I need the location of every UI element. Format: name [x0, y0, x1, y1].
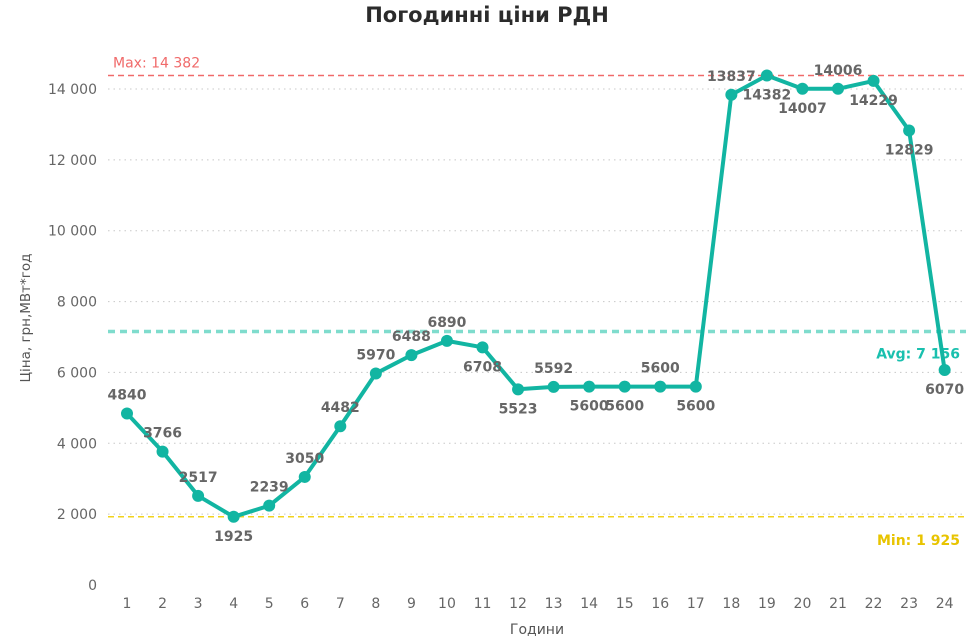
data-point[interactable] [192, 489, 205, 502]
x-tick-label: 23 [900, 596, 918, 612]
avg-reference-label: Avg: 7 156 [876, 346, 960, 362]
data-label: 13837 [707, 69, 756, 85]
data-point[interactable] [263, 499, 276, 512]
x-tick-label: 19 [758, 596, 776, 612]
data-label: 6708 [463, 359, 502, 375]
x-tick-label: 20 [794, 596, 812, 612]
data-label: 4840 [108, 388, 147, 404]
data-label: 14007 [778, 101, 827, 117]
data-label: 12829 [885, 142, 934, 158]
data-point[interactable] [938, 363, 951, 376]
x-tick-label: 14 [580, 596, 598, 612]
data-point[interactable] [796, 82, 809, 95]
data-label: 5592 [534, 361, 573, 377]
data-label: 2517 [179, 470, 218, 486]
data-label: 14006 [814, 63, 863, 79]
data-label: 3766 [143, 426, 182, 442]
max-reference-label: Max: 14 382 [113, 55, 200, 71]
x-tick-label: 2 [158, 596, 167, 612]
x-tick-label: 1 [123, 596, 132, 612]
data-point[interactable] [654, 380, 667, 393]
data-point[interactable] [903, 124, 916, 137]
data-label: 6890 [427, 315, 466, 331]
x-tick-label: 13 [545, 596, 563, 612]
chart-title: Погодинні ціни РДН [365, 3, 609, 27]
data-point[interactable] [512, 383, 525, 396]
data-label: 6070 [925, 382, 964, 398]
data-label: 5600 [676, 399, 715, 415]
series-line [125, 73, 947, 519]
x-axis-title: Години [510, 622, 564, 638]
x-tick-label: 3 [194, 596, 203, 612]
data-label: 2239 [250, 480, 289, 496]
x-tick-label: 24 [936, 596, 954, 612]
x-tick-label: 12 [509, 596, 527, 612]
data-point[interactable] [725, 88, 738, 101]
y-tick-label: 8 000 [57, 295, 97, 311]
data-label: 3050 [285, 451, 324, 467]
data-point[interactable] [583, 380, 596, 393]
x-tick-label: 9 [407, 596, 416, 612]
data-label: 5970 [356, 347, 395, 363]
data-label: 1925 [214, 529, 253, 545]
data-point[interactable] [298, 470, 311, 483]
y-tick-label: 0 [88, 578, 97, 594]
data-point[interactable] [227, 510, 240, 523]
y-tick-label: 4 000 [57, 436, 97, 452]
data-point[interactable] [440, 334, 453, 347]
data-label: 5600 [641, 361, 680, 377]
x-tick-label: 5 [265, 596, 274, 612]
x-tick-label: 11 [474, 596, 492, 612]
data-label: 5600 [570, 399, 609, 415]
data-point[interactable] [156, 445, 169, 458]
data-point[interactable] [369, 367, 382, 380]
x-tick-label: 10 [438, 596, 456, 612]
x-tick-label: 21 [829, 596, 847, 612]
x-tick-label: 4 [229, 596, 238, 612]
data-label: 14229 [849, 93, 898, 109]
data-point[interactable] [334, 420, 347, 433]
y-tick-label: 10 000 [48, 224, 97, 240]
y-tick-label: 14 000 [48, 82, 97, 98]
y-tick-label: 6 000 [57, 365, 97, 381]
x-tick-label: 7 [336, 596, 345, 612]
x-tick-label: 18 [722, 596, 740, 612]
data-label: 6488 [392, 329, 431, 345]
data-point[interactable] [405, 349, 418, 362]
x-tick-label: 15 [616, 596, 634, 612]
x-tick-label: 22 [865, 596, 883, 612]
data-label: 5600 [605, 399, 644, 415]
x-tick-label: 8 [371, 596, 380, 612]
data-point[interactable] [832, 82, 844, 95]
data-point[interactable] [867, 74, 880, 87]
data-point[interactable] [760, 69, 773, 82]
min-reference-label: Min: 1 925 [877, 533, 960, 549]
data-point[interactable] [476, 341, 489, 354]
y-axis-title: Ціна, грн,МВт*год [18, 254, 34, 383]
data-point[interactable] [689, 380, 702, 393]
y-tick-label: 2 000 [57, 507, 97, 523]
data-label: 14382 [743, 87, 792, 103]
data-point[interactable] [547, 380, 560, 393]
y-tick-label: 12 000 [48, 153, 97, 169]
data-point[interactable] [121, 407, 133, 420]
data-point[interactable] [618, 380, 631, 393]
x-tick-label: 16 [651, 596, 669, 612]
x-tick-label: 6 [300, 596, 309, 612]
data-label: 4482 [321, 400, 360, 416]
x-tick-label: 17 [687, 596, 705, 612]
data-label: 5523 [499, 401, 538, 417]
